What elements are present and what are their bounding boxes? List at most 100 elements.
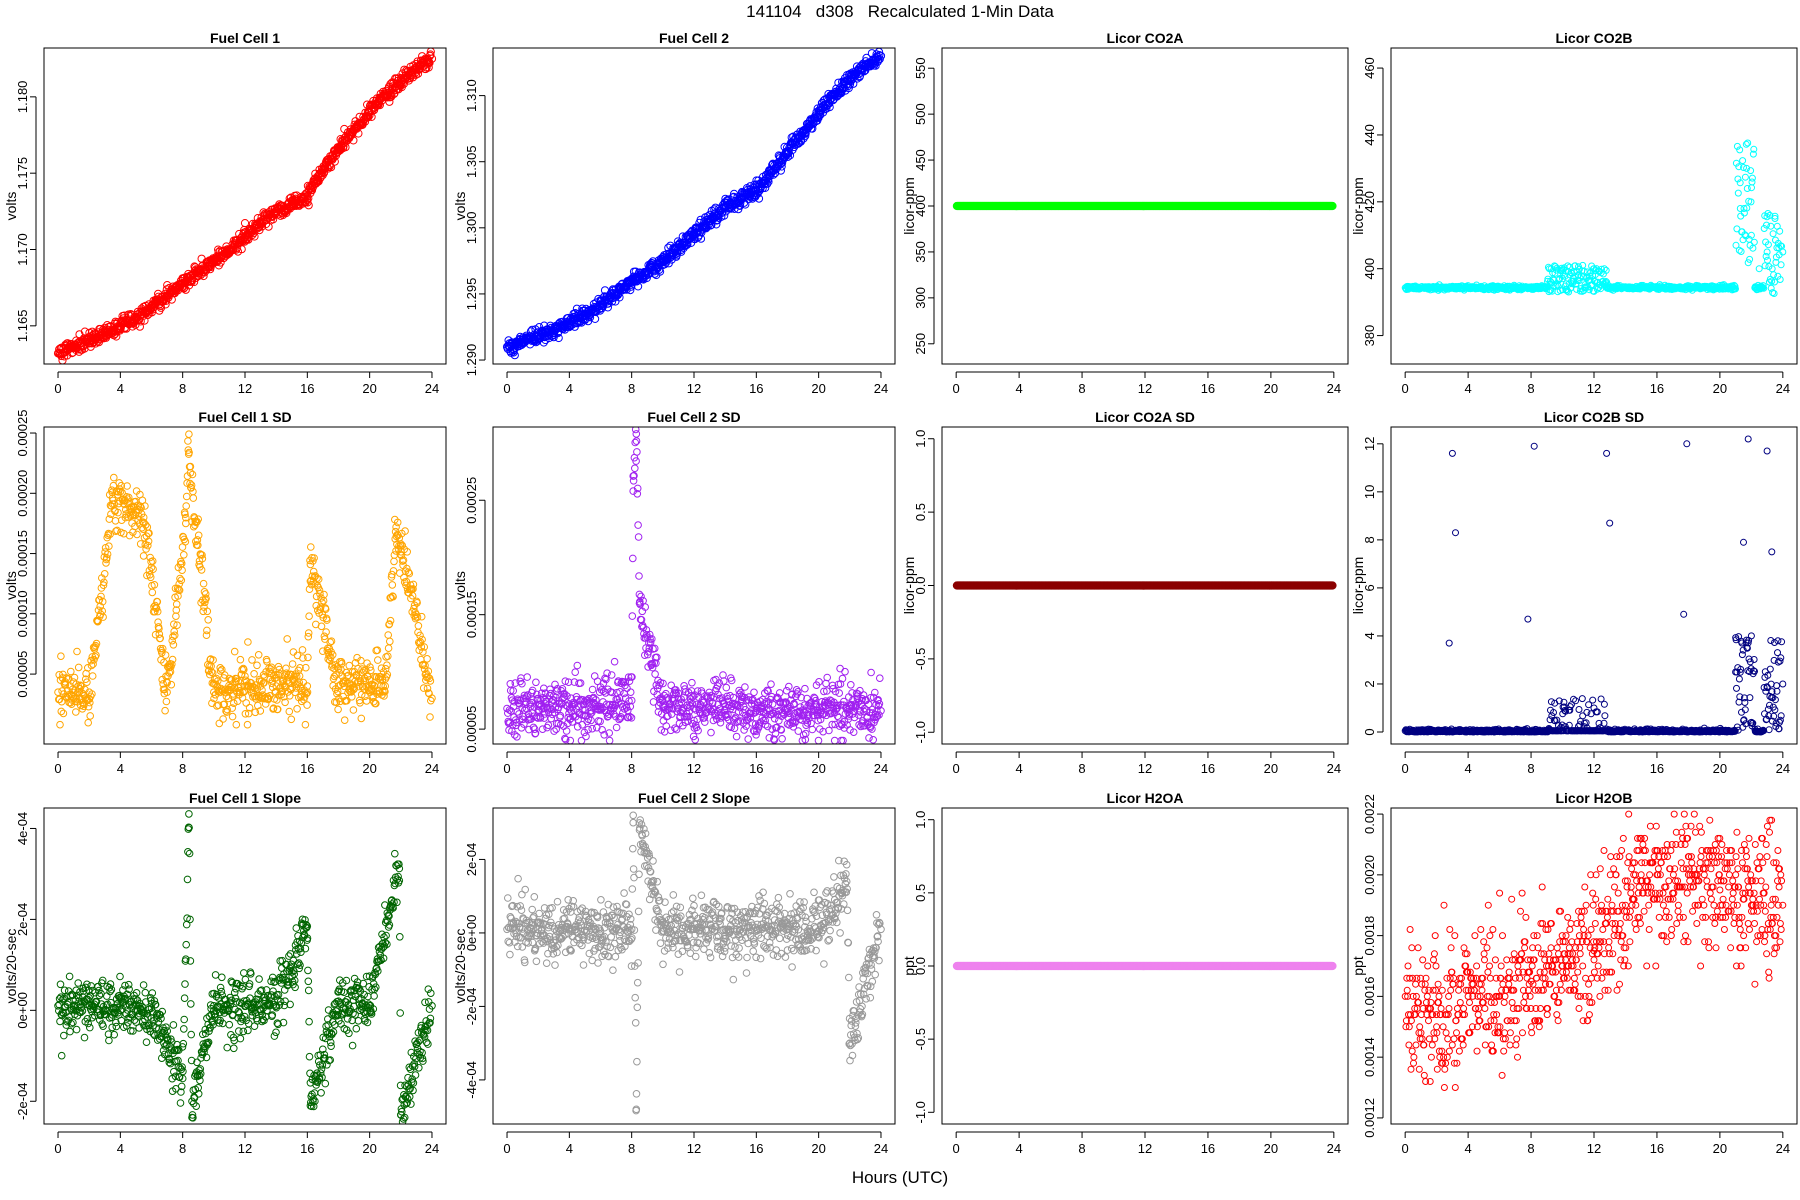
y-axis-label: licor-ppm [901,177,917,235]
data-point [327,637,336,646]
data-point [201,598,209,607]
data-point [764,177,773,186]
data-point [736,198,745,208]
y-axis-label: volts [3,192,19,221]
data-point [830,91,839,100]
data-point [54,688,62,697]
data-point [693,715,702,724]
data-point [240,233,250,242]
data-point [1732,285,1739,293]
data-point [562,727,571,735]
data-point [599,679,608,688]
data-point [398,541,407,550]
data-point [625,697,633,705]
data-point [59,709,68,718]
data-point [248,656,256,664]
data-point [245,703,254,712]
data-point [233,243,242,252]
data-point [223,708,231,716]
data-point [85,337,94,346]
data-point [631,427,640,434]
data-point [328,651,337,659]
data-point [187,484,195,492]
data-point [100,578,108,587]
data-point [396,77,405,86]
data-point [135,322,144,331]
x-tick-label: 12 [1587,381,1601,396]
data-point [696,234,706,243]
y-tick-label: 450 [913,149,928,171]
x-tick-label: 12 [687,381,701,396]
data-point [92,651,100,660]
data-point [84,702,93,711]
data-point [72,708,80,716]
data-point [330,672,339,681]
data-point [573,723,582,731]
data-point [399,556,408,565]
data-point [116,321,125,330]
data-point [69,343,78,352]
data-point [72,680,80,689]
data-point [637,592,645,601]
data-point [727,676,736,685]
data-point [374,656,382,664]
data-point [184,437,192,445]
data-point [669,705,677,713]
data-point [1600,265,1608,273]
panel-title: Fuel Cell 2 SD [647,409,740,425]
data-point [362,697,371,705]
data-point [559,694,567,703]
x-tick-label: 16 [1201,381,1215,396]
data-point [96,602,104,611]
data-point [549,326,558,335]
data-point [630,471,638,480]
data-point [1764,256,1771,264]
data-point [155,630,164,638]
data-point [103,554,111,562]
data-point [1750,238,1758,246]
data-point [523,692,531,701]
y-tick-label: 1.175 [15,157,30,190]
data-point [153,598,162,606]
data-point [634,282,643,291]
data-point [289,648,298,656]
data-point [1731,282,1739,290]
data-point [247,679,255,687]
data-point [84,664,92,672]
data-point [1716,281,1724,289]
data-point [366,663,374,671]
data-point [334,705,342,714]
data-point [691,736,700,744]
y-tick-label: 380 [1362,325,1377,347]
data-point [1737,248,1745,255]
data-point [536,714,545,722]
x-tick-label: 20 [1713,381,1727,396]
x-tick-label: 12 [1138,381,1152,396]
data-point [241,672,249,681]
data-point [307,543,315,551]
data-point [748,719,757,727]
data-point [123,482,131,490]
data-point [175,586,184,595]
data-point [525,725,533,734]
data-point [287,715,296,724]
data-point [384,631,393,639]
data-point [305,612,313,621]
data-point [306,577,315,586]
data-point [674,689,683,698]
data-point [150,581,159,589]
data-point [202,631,211,640]
x-axis: 0 4 8 12 16 20 24 [953,371,1341,396]
data-point [643,267,652,276]
data-point [367,666,375,675]
data-point [345,661,354,670]
data-point [369,692,378,701]
data-point [1747,231,1755,239]
data-point [845,75,854,84]
data-point [209,257,218,266]
data-point [601,674,609,683]
data-point [256,219,265,228]
data-point [1761,262,1769,270]
data-point [100,570,109,578]
data-point [740,726,748,734]
